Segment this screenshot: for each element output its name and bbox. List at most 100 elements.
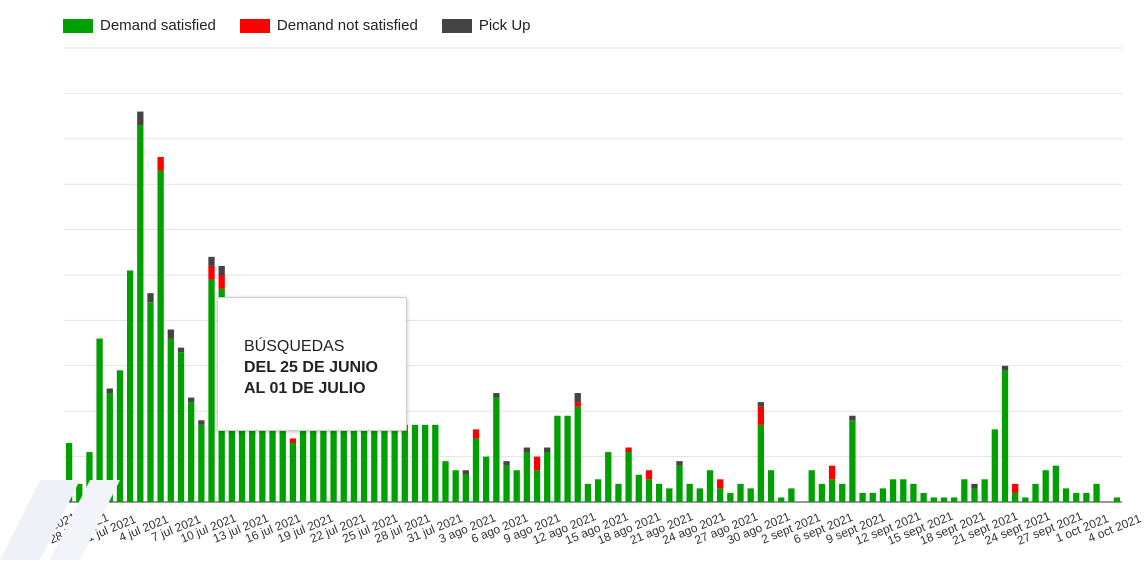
bar-satisfied-7[interactable] [137, 125, 144, 503]
bar-pickup-12[interactable] [188, 397, 195, 403]
bar-satisfied-20[interactable] [269, 424, 276, 502]
bar-satisfied-97[interactable] [1052, 465, 1060, 502]
bar-satisfied-73[interactable] [808, 470, 815, 502]
bar-satisfied-71[interactable] [788, 488, 795, 502]
legend-item-not-satisfied[interactable]: Demand not satisfied [239, 17, 418, 34]
bar-pickup-60[interactable] [676, 461, 683, 466]
bar-satisfied-24[interactable] [310, 424, 317, 502]
bar-not-satisfied-9[interactable] [157, 156, 164, 171]
bar-pickup-14[interactable] [208, 256, 215, 266]
bar-satisfied-60[interactable] [676, 465, 683, 502]
bar-satisfied-30[interactable] [371, 424, 378, 502]
bar-pickup-39[interactable] [462, 470, 469, 475]
bar-satisfied-84[interactable] [920, 492, 927, 502]
bar-not-satisfied-15[interactable] [218, 275, 225, 289]
bar-not-satisfied-68[interactable] [757, 406, 765, 425]
bar-satisfied-46[interactable] [533, 470, 541, 502]
bar-satisfied-94[interactable] [1022, 497, 1029, 502]
bar-pickup-8[interactable] [147, 293, 154, 303]
bar-satisfied-19[interactable] [259, 424, 266, 502]
bar-not-satisfied-46[interactable] [533, 456, 541, 471]
bar-satisfied-69[interactable] [767, 470, 775, 502]
bar-not-satisfied-75[interactable] [828, 465, 836, 480]
bar-satisfied-39[interactable] [462, 474, 469, 502]
bar-satisfied-48[interactable] [554, 415, 561, 502]
bar-not-satisfied-14[interactable] [208, 265, 215, 280]
bar-satisfied-86[interactable] [940, 497, 948, 502]
bar-pickup-13[interactable] [198, 420, 205, 425]
bar-satisfied-70[interactable] [778, 497, 785, 502]
bar-satisfied-16[interactable] [228, 424, 236, 502]
bar-satisfied-37[interactable] [442, 461, 449, 502]
bar-pickup-7[interactable] [137, 111, 144, 126]
bar-satisfied-89[interactable] [971, 488, 978, 502]
bar-satisfied-91[interactable] [991, 429, 998, 502]
bar-not-satisfied-64[interactable] [717, 479, 724, 489]
bar-satisfied-43[interactable] [503, 465, 510, 502]
bar-satisfied-9[interactable] [157, 170, 164, 502]
bar-satisfied-62[interactable] [696, 488, 703, 502]
bar-not-satisfied-93[interactable] [1012, 483, 1019, 493]
bar-satisfied-8[interactable] [147, 302, 154, 502]
bar-pickup-11[interactable] [177, 347, 185, 353]
bar-satisfied-29[interactable] [360, 424, 368, 502]
bar-satisfied-80[interactable] [879, 488, 887, 502]
bar-satisfied-50[interactable] [574, 406, 581, 502]
bar-satisfied-100[interactable] [1083, 492, 1090, 502]
bar-satisfied-96[interactable] [1042, 470, 1049, 502]
bar-satisfied-75[interactable] [828, 479, 836, 502]
bar-satisfied-58[interactable] [655, 483, 663, 502]
bar-satisfied-49[interactable] [564, 415, 571, 502]
bar-satisfied-61[interactable] [686, 483, 693, 502]
bar-pickup-15[interactable] [218, 265, 225, 275]
bar-satisfied-38[interactable] [452, 470, 459, 502]
bar-satisfied-12[interactable] [188, 402, 195, 502]
bar-satisfied-36[interactable] [432, 424, 439, 502]
bar-satisfied-40[interactable] [472, 438, 480, 502]
bar-satisfied-65[interactable] [727, 492, 734, 502]
bar-satisfied-41[interactable] [483, 456, 490, 502]
bar-satisfied-34[interactable] [411, 424, 419, 502]
bar-satisfied-76[interactable] [839, 483, 846, 502]
bar-satisfied-0[interactable] [65, 442, 73, 502]
bar-satisfied-74[interactable] [818, 483, 826, 502]
bar-pickup-10[interactable] [167, 329, 174, 339]
bar-satisfied-88[interactable] [961, 479, 968, 502]
bar-satisfied-26[interactable] [330, 424, 337, 502]
bar-satisfied-28[interactable] [350, 424, 358, 502]
bar-satisfied-79[interactable] [869, 492, 876, 502]
bar-satisfied-21[interactable] [279, 424, 286, 502]
bar-satisfied-90[interactable] [981, 479, 988, 502]
legend-item-satisfied[interactable]: Demand satisfied [63, 17, 216, 34]
bar-satisfied-17[interactable] [238, 424, 246, 502]
bar-satisfied-56[interactable] [635, 474, 642, 502]
bar-satisfied-4[interactable] [106, 393, 113, 502]
bar-satisfied-42[interactable] [493, 397, 500, 502]
bar-satisfied-64[interactable] [717, 488, 724, 502]
bar-satisfied-93[interactable] [1012, 492, 1019, 502]
bar-satisfied-95[interactable] [1032, 483, 1039, 502]
bar-pickup-89[interactable] [971, 483, 978, 489]
bar-satisfied-68[interactable] [757, 424, 765, 502]
bar-pickup-43[interactable] [503, 461, 510, 466]
bar-not-satisfied-22[interactable] [289, 438, 297, 443]
bar-satisfied-33[interactable] [401, 424, 408, 502]
bar-satisfied-99[interactable] [1073, 492, 1080, 502]
bar-satisfied-35[interactable] [421, 424, 429, 502]
bar-satisfied-6[interactable] [126, 270, 134, 502]
bar-not-satisfied-55[interactable] [625, 447, 632, 453]
bar-satisfied-85[interactable] [930, 497, 937, 502]
bar-pickup-45[interactable] [523, 447, 531, 453]
bar-satisfied-103[interactable] [1113, 497, 1121, 502]
bar-satisfied-1[interactable] [76, 483, 83, 502]
bar-satisfied-44[interactable] [513, 470, 520, 502]
bar-satisfied-47[interactable] [544, 452, 551, 502]
bar-not-satisfied-40[interactable] [472, 429, 480, 439]
bar-satisfied-82[interactable] [900, 479, 907, 502]
bar-satisfied-5[interactable] [116, 370, 124, 502]
bar-pickup-47[interactable] [544, 447, 551, 453]
bar-satisfied-32[interactable] [391, 424, 398, 502]
bar-not-satisfied-50[interactable] [574, 402, 581, 407]
bar-satisfied-51[interactable] [584, 483, 592, 502]
bar-satisfied-10[interactable] [167, 338, 174, 502]
